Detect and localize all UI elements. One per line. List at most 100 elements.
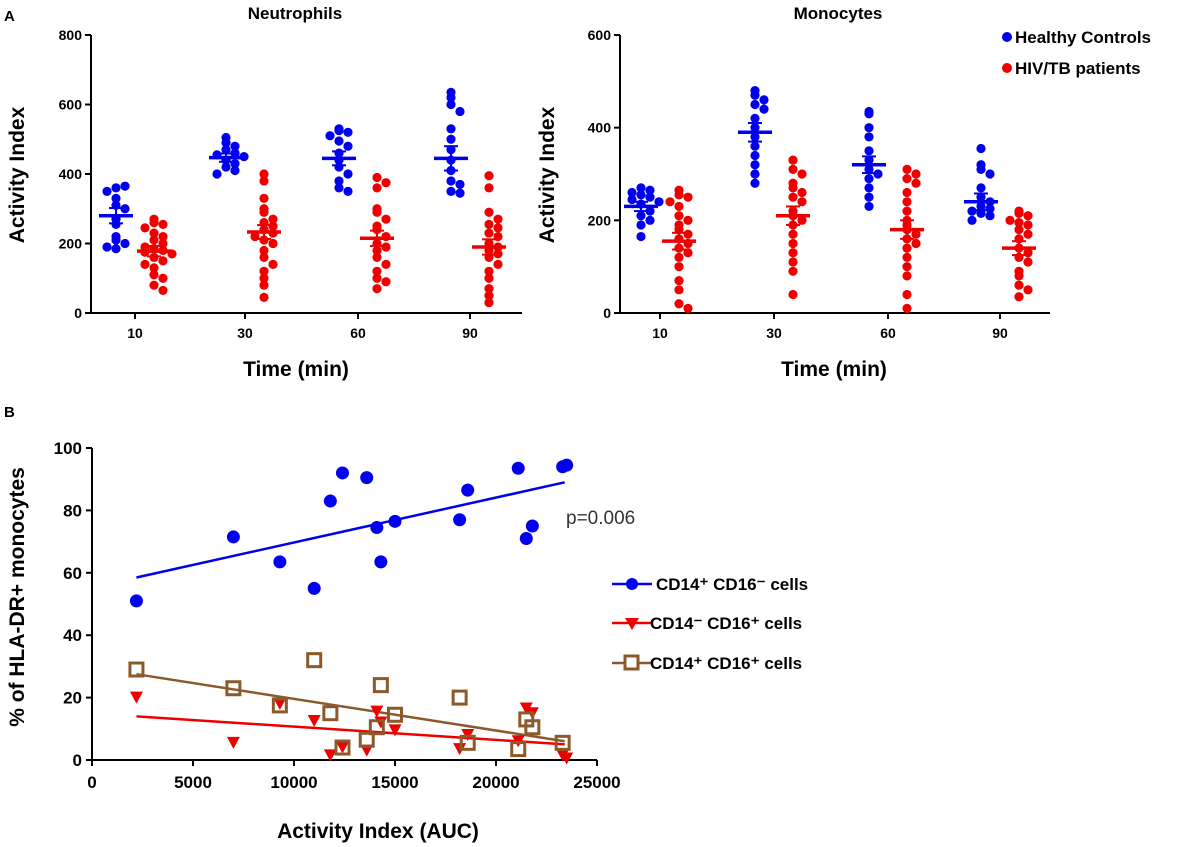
data-point: [268, 221, 278, 231]
legend-patient-marker: [1002, 63, 1012, 73]
data-point: [271, 697, 288, 714]
data-point: [381, 242, 391, 252]
data-point: [902, 174, 912, 184]
data-point: [864, 201, 874, 212]
data-point: [149, 218, 159, 228]
data-point: [976, 164, 986, 174]
data-point: [788, 155, 798, 165]
x-tick-label: 25000: [573, 773, 620, 792]
data-point: [273, 555, 287, 569]
data-point: [1005, 215, 1015, 225]
data-point: [510, 741, 527, 758]
data-point: [149, 270, 159, 280]
p-value-annotation: p=0.006: [566, 508, 635, 529]
data-point: [674, 285, 684, 295]
data-point: [797, 215, 807, 225]
data-point: [343, 141, 353, 151]
data-point: [343, 169, 353, 179]
data-point: [484, 284, 494, 294]
correlation-x-axis-label: Activity Index (AUC): [277, 820, 479, 843]
data-point: [493, 259, 503, 269]
data-point: [374, 555, 388, 569]
y-tick-label: 400: [588, 120, 612, 136]
data-point: [636, 220, 646, 230]
data-point: [864, 109, 874, 119]
data-point: [902, 289, 912, 300]
data-point: [259, 207, 269, 217]
x-tick-label: 5000: [174, 773, 212, 792]
data-point: [674, 252, 684, 262]
x-tick-label: 15000: [371, 773, 418, 792]
data-point: [273, 697, 287, 710]
data-point: [759, 104, 769, 114]
data-point: [120, 238, 130, 249]
data-point: [627, 187, 637, 198]
data-point: [902, 206, 912, 216]
data-point: [451, 689, 468, 706]
data-point: [788, 164, 798, 174]
data-point: [225, 680, 242, 697]
data-point: [226, 530, 240, 544]
data-point: [1014, 292, 1024, 302]
y-tick-label: 40: [63, 626, 82, 645]
data-point: [158, 285, 168, 296]
data-point: [683, 229, 693, 239]
data-point: [902, 187, 912, 198]
data-point: [158, 231, 168, 242]
data-point: [788, 289, 798, 300]
data-point: [1023, 220, 1033, 230]
data-point: [120, 181, 130, 191]
data-point: [360, 471, 374, 485]
data-point: [864, 174, 874, 184]
data-point: [902, 262, 912, 272]
data-point: [645, 192, 655, 202]
data-point: [268, 214, 278, 224]
data-point: [381, 214, 391, 224]
data-point: [524, 719, 541, 736]
data-point: [372, 252, 382, 262]
data-point: [368, 719, 385, 736]
x-tick-label: 20000: [472, 773, 519, 792]
data-point: [493, 249, 503, 259]
data-point: [461, 483, 475, 497]
data-point: [484, 183, 494, 193]
data-point: [911, 229, 921, 239]
data-point: [111, 244, 121, 254]
neutrophils-title: Neutrophils: [248, 4, 342, 23]
data-point: [864, 132, 874, 142]
data-point: [1014, 208, 1024, 218]
panel-a-label: A: [4, 8, 15, 25]
data-point: [446, 124, 456, 134]
data-point: [797, 197, 807, 207]
y-tick-label: 0: [74, 305, 82, 321]
x-tick-label: 10000: [270, 773, 317, 792]
data-point: [307, 581, 321, 595]
correlation-marks: 0 20 40 60 80 100 0 5000 10000 15000 20000 25000: [54, 439, 621, 792]
x-tick-label: 90: [462, 325, 478, 341]
legend-cd14neg-cd16pos-label: CD14⁻ CD16⁺ cells: [650, 614, 802, 633]
data-point: [750, 141, 760, 151]
neutrophils-y-axis-label: Activity Index: [6, 106, 29, 243]
data-point: [149, 252, 159, 262]
data-point: [674, 190, 684, 200]
data-point: [645, 185, 655, 195]
data-point: [674, 275, 684, 286]
data-point: [374, 716, 388, 729]
data-point: [484, 207, 494, 217]
data-point: [335, 741, 349, 754]
y-tick-label: 100: [54, 439, 82, 458]
data-point: [259, 245, 269, 256]
data-point: [102, 242, 112, 252]
data-point: [519, 531, 533, 545]
data-point: [343, 127, 353, 137]
data-point: [323, 749, 337, 762]
data-point: [484, 273, 494, 283]
data-point: [788, 192, 798, 202]
data-point: [636, 183, 646, 193]
data-point: [484, 291, 494, 301]
data-point: [381, 259, 391, 269]
data-point: [372, 172, 382, 183]
data-point: [484, 297, 494, 308]
data-point: [511, 461, 525, 475]
data-point: [750, 113, 760, 123]
